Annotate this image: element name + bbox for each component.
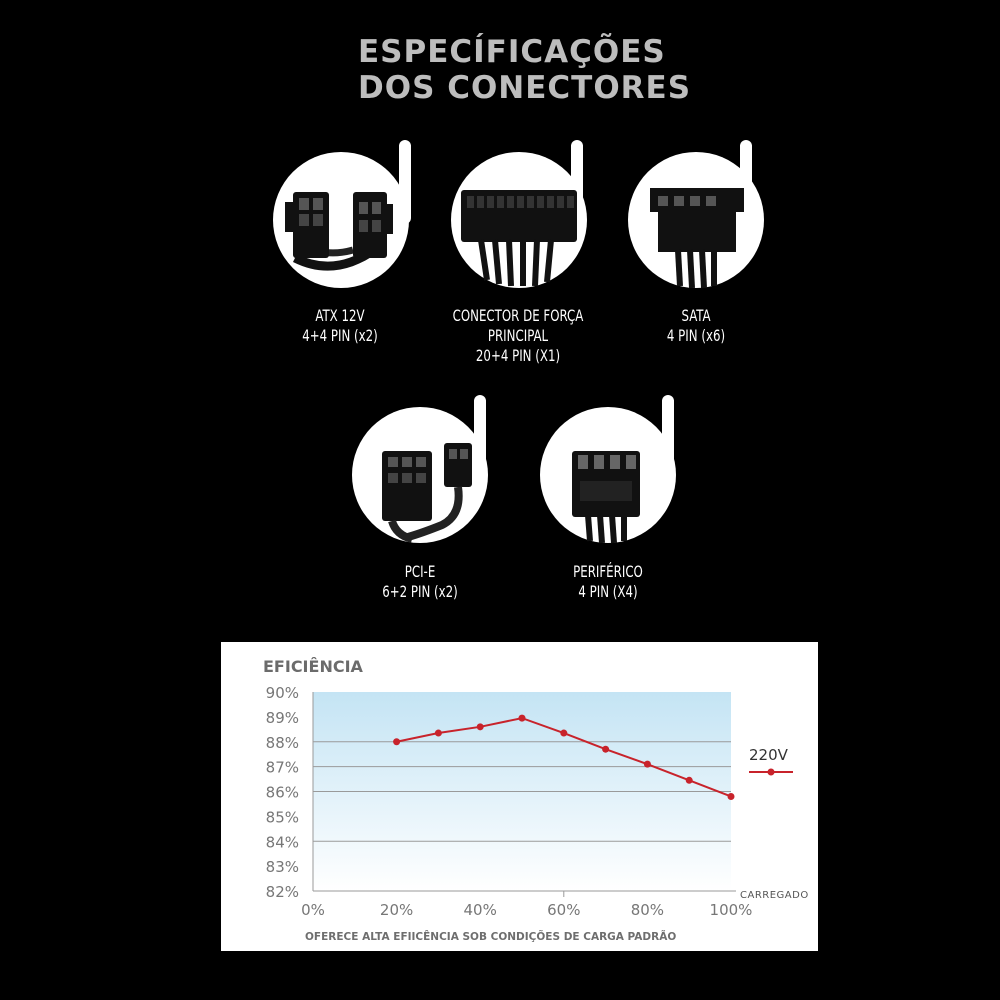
connector-pcie bbox=[352, 395, 488, 545]
y-tick-label: 85% bbox=[266, 808, 299, 826]
connector-peripheral bbox=[540, 395, 676, 545]
data-point bbox=[434, 729, 442, 737]
x-tick-label: 20% bbox=[380, 901, 413, 919]
legend-label: 220V bbox=[749, 746, 789, 764]
data-point bbox=[602, 745, 610, 753]
chart-heading: EFICIÊNCIA bbox=[263, 657, 364, 676]
sata-connector-icon bbox=[628, 140, 764, 289]
x-axis-label: CARREGADO bbox=[740, 890, 809, 901]
data-point bbox=[476, 723, 484, 731]
main-power-connector-icon bbox=[451, 140, 587, 288]
y-tick-label: 84% bbox=[266, 833, 299, 851]
connector-label-sata: SATA 4 PIN (x6) bbox=[666, 306, 726, 345]
data-point bbox=[727, 792, 735, 800]
x-tick-label: 40% bbox=[464, 901, 497, 919]
peripheral-connector-icon bbox=[540, 395, 676, 544]
title-line-1: ESPECÍFICAÇÕES bbox=[358, 34, 666, 70]
x-tick-label: 100% bbox=[710, 901, 753, 919]
atx-connector-icon bbox=[273, 140, 411, 288]
data-point bbox=[685, 776, 693, 784]
y-tick-label: 82% bbox=[266, 883, 299, 901]
page-title: ESPECÍFICAÇÕES DOS CONECTORES bbox=[358, 34, 691, 106]
title-line-2: DOS CONECTORES bbox=[358, 70, 692, 106]
x-tick-label: 60% bbox=[547, 901, 580, 919]
connector-label-main-power: CONECTOR DE FORÇA PRINCIPAL 20+4 PIN (X1… bbox=[452, 306, 584, 365]
y-tick-label: 87% bbox=[266, 759, 299, 777]
connector-main-power bbox=[451, 140, 587, 290]
efficiency-chart: EFICIÊNCIA 90% 89% 88% 87% 86% 85% 84% 83% 82% 0… bbox=[263, 657, 809, 943]
y-tick-label: 89% bbox=[266, 709, 299, 727]
pcie-connector-icon bbox=[352, 395, 488, 543]
data-point bbox=[518, 714, 526, 722]
chart-footer: OFERECE ALTA EFIICÊNCIA SOB CONDIÇÕES DE… bbox=[305, 930, 676, 943]
y-tick-label: 83% bbox=[266, 858, 299, 876]
data-point bbox=[643, 760, 651, 768]
data-point bbox=[560, 729, 568, 737]
y-tick-label: 86% bbox=[266, 784, 299, 802]
y-tick-label: 88% bbox=[266, 734, 299, 752]
efficiency-panel: EFICIÊNCIA 90% 89% 88% 87% 86% 85% 84% 83% 82% 0… bbox=[221, 642, 818, 951]
connector-atx12v bbox=[273, 140, 411, 290]
connector-label-atx12v: ATX 12V 4+4 PIN (x2) bbox=[302, 306, 378, 345]
y-tick-label: 90% bbox=[266, 684, 299, 702]
connector-label-peripheral: PERIFÉRICO 4 PIN (X4) bbox=[573, 562, 643, 601]
x-tick-label: 80% bbox=[631, 901, 664, 919]
connector-label-pcie: PCI-E 6+2 PIN (x2) bbox=[382, 562, 458, 601]
x-tick-label: 0% bbox=[301, 901, 325, 919]
connector-sata bbox=[628, 140, 764, 290]
legend-marker bbox=[767, 768, 775, 776]
data-point bbox=[393, 738, 401, 746]
